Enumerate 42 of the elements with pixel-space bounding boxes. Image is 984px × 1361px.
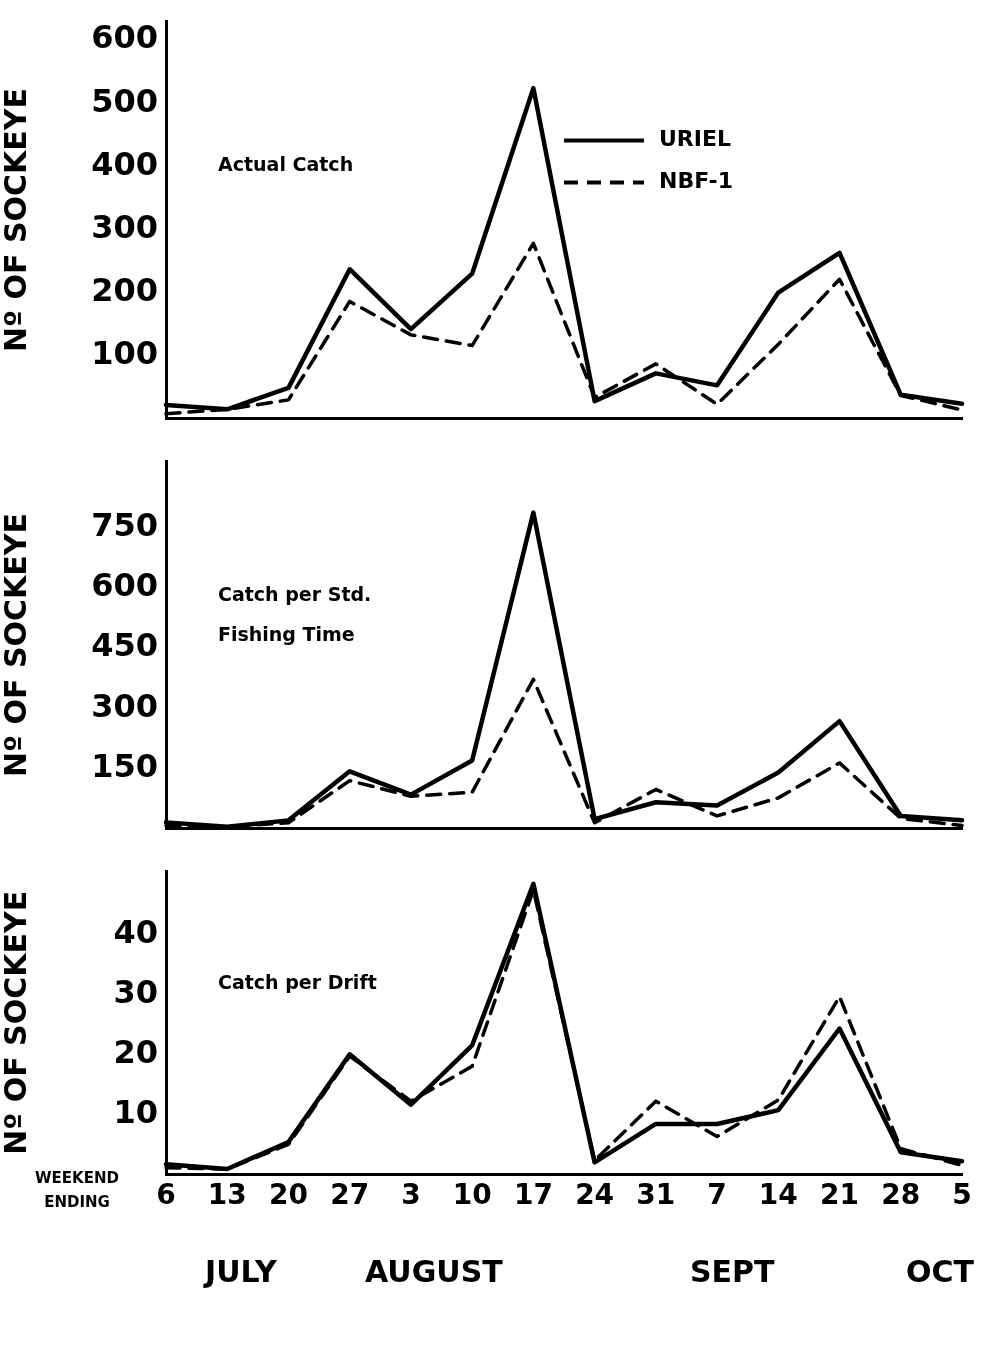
x-tick-label: 7 bbox=[707, 1178, 727, 1212]
y-tick-label: 400 bbox=[91, 144, 158, 183]
y-tick-label: 30 bbox=[113, 972, 158, 1011]
x-tick-label: 6 bbox=[156, 1178, 176, 1212]
y-tick-label: 40 bbox=[113, 912, 158, 951]
y-tick-label: 300 bbox=[91, 207, 158, 246]
x-tick-label: 17 bbox=[513, 1178, 553, 1212]
y-tick-label: 10 bbox=[113, 1092, 158, 1131]
text: Catch per Std. Fishing Time bbox=[218, 582, 372, 645]
text: WEEKEND ENDING bbox=[34, 1168, 120, 1213]
y-axis-title: Nº OF SOCKEYE bbox=[0, 513, 33, 777]
text: Catch per Drift bbox=[218, 970, 377, 993]
y-tick-label: 20 bbox=[113, 1032, 158, 1071]
x-tick-label: 28 bbox=[881, 1178, 921, 1212]
y-axis-title: Nº OF SOCKEYE bbox=[0, 88, 33, 352]
y-tick-label: 450 bbox=[91, 626, 158, 665]
x-tick-label: 21 bbox=[820, 1178, 860, 1212]
y-tick-label: 200 bbox=[91, 270, 158, 309]
x-tick-label: 20 bbox=[268, 1178, 308, 1212]
y-tick-label: 100 bbox=[91, 334, 158, 372]
x-tick-label: 24 bbox=[575, 1178, 615, 1212]
y-tick-label: 500 bbox=[91, 81, 158, 120]
x-tick-label: 5 bbox=[952, 1178, 972, 1212]
text: Actual Catch bbox=[218, 152, 354, 175]
x-tick-label: 3 bbox=[401, 1178, 421, 1212]
y-axis-title: Nº OF SOCKEYE bbox=[0, 890, 33, 1155]
text: OCT bbox=[906, 1254, 974, 1289]
text: AUGUST bbox=[365, 1254, 503, 1289]
text: SEPT bbox=[690, 1254, 775, 1289]
legend-label: NBF-1 bbox=[659, 168, 733, 194]
legend-label: URIEL bbox=[659, 126, 732, 152]
x-tick-label: 10 bbox=[452, 1178, 492, 1212]
y-tick-label: 150 bbox=[91, 746, 158, 785]
x-tick-label: 13 bbox=[207, 1178, 247, 1212]
x-tick-label: 14 bbox=[758, 1178, 798, 1212]
y-tick-label: 600 bbox=[91, 18, 158, 57]
x-tick-label: 27 bbox=[330, 1178, 370, 1212]
x-tick-label: 31 bbox=[636, 1178, 676, 1212]
y-tick-label: 600 bbox=[91, 566, 158, 605]
y-tick-label: 750 bbox=[91, 505, 158, 544]
y-tick-label: 300 bbox=[91, 686, 158, 725]
text: JULY bbox=[205, 1254, 277, 1289]
